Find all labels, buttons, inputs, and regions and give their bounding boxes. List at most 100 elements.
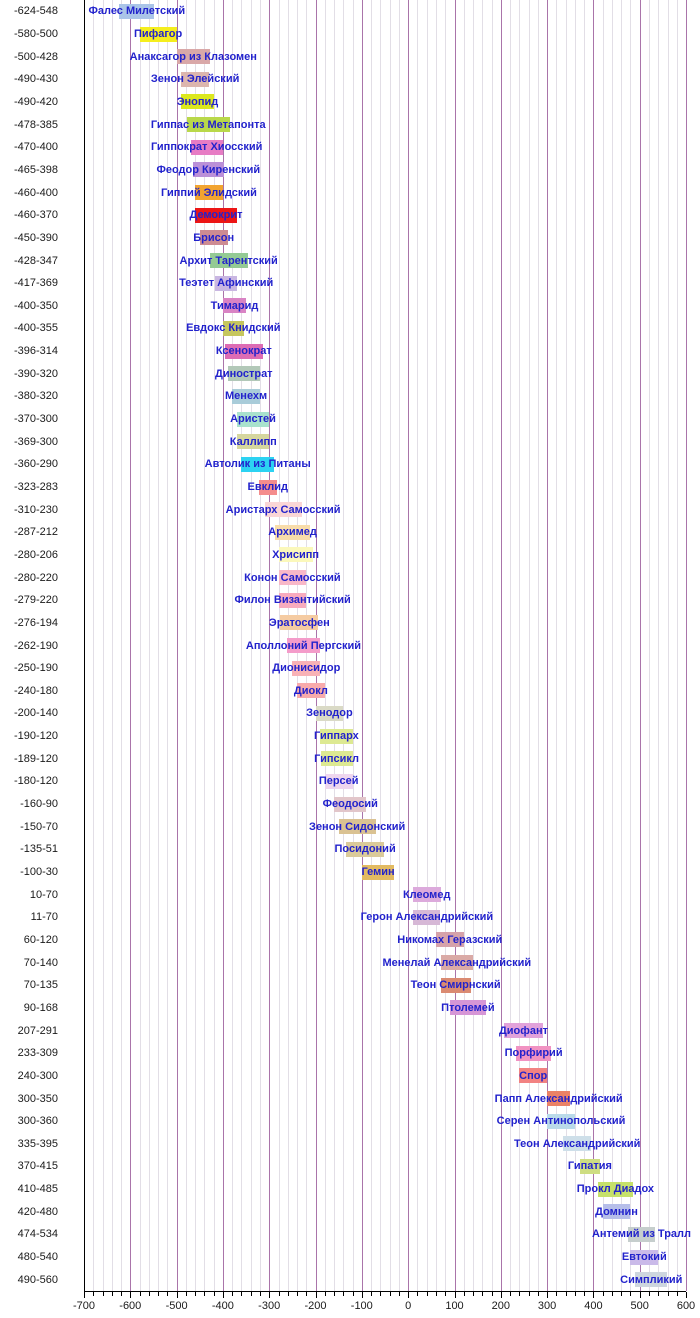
timeline-bar <box>186 117 230 133</box>
person-name-label: Зенон Сидонский <box>309 820 406 833</box>
year-range-label: -287-212 <box>13 526 58 539</box>
timeline-bar <box>361 864 395 880</box>
year-range-label: -390-320 <box>13 367 58 380</box>
x-major-tick <box>454 1292 456 1298</box>
year-range-label: -380-320 <box>13 390 58 403</box>
timeline-bar <box>275 524 310 540</box>
x-tick-label: 600 <box>676 1300 696 1312</box>
year-range-label: -262-190 <box>13 639 58 652</box>
minor-gridline <box>667 0 669 1291</box>
year-range-label: -360-290 <box>13 458 58 471</box>
major-gridline <box>361 0 363 1291</box>
person-name-label: Гиппократ Хиосский <box>150 141 263 154</box>
x-tick-label: -500 <box>165 1300 188 1312</box>
major-gridline <box>408 0 410 1291</box>
year-range-label: 420-480 <box>17 1205 58 1218</box>
timeline-bar <box>210 253 248 268</box>
x-minor-tick <box>510 1292 511 1296</box>
timeline-bar <box>440 977 471 993</box>
minor-gridline <box>204 0 206 1291</box>
timeline-bar <box>192 162 224 178</box>
year-range-label: -624-548 <box>13 5 58 18</box>
x-tick-label: 500 <box>630 1300 649 1312</box>
year-range-label: 90-168 <box>23 1001 58 1014</box>
minor-gridline <box>121 0 122 1291</box>
x-minor-tick <box>278 1292 280 1296</box>
year-range-label: 300-350 <box>17 1092 58 1105</box>
year-range-label: -276-194 <box>13 616 58 629</box>
x-minor-tick <box>482 1292 484 1296</box>
person-name-label: Филон Византийский <box>234 594 351 607</box>
major-gridline <box>176 0 178 1291</box>
x-major-tick <box>130 1292 132 1298</box>
year-range-label: 300-360 <box>17 1115 58 1128</box>
x-minor-tick <box>343 1292 345 1296</box>
minor-gridline <box>352 0 354 1291</box>
person-name-label: Гиппарх <box>313 730 359 743</box>
x-minor-tick <box>260 1292 261 1296</box>
person-name-label: Гиппий Элидский <box>161 186 257 199</box>
minor-gridline <box>574 0 576 1291</box>
person-name-label: Хрисипп <box>272 548 320 561</box>
person-name-label: Евтокий <box>621 1251 667 1263</box>
x-minor-tick <box>417 1292 419 1296</box>
person-name-label: Порфирий <box>504 1047 563 1060</box>
year-range-label: -500-428 <box>13 50 58 63</box>
person-name-label: Фалес Милетский <box>88 5 186 18</box>
year-range-label: 10-70 <box>29 888 58 901</box>
minor-gridline <box>519 0 521 1291</box>
year-range-label: 490-560 <box>17 1273 58 1286</box>
x-tick-label: 400 <box>584 1300 603 1312</box>
timeline-bar <box>504 1023 543 1038</box>
x-minor-tick <box>611 1292 613 1296</box>
timeline-bar <box>241 456 274 472</box>
person-name-label: Дионисидор <box>272 662 341 675</box>
person-name-label: Серен Антинопольский <box>496 1115 626 1128</box>
x-minor-tick <box>167 1292 169 1296</box>
year-range-label: -100-30 <box>20 866 58 878</box>
x-major-tick <box>361 1292 363 1298</box>
timeline-bar <box>579 1158 601 1174</box>
year-range-label: -279-220 <box>13 594 58 607</box>
x-minor-tick <box>426 1292 428 1296</box>
year-range-label: -150-70 <box>20 820 58 833</box>
person-name-label: Ксенократ <box>215 345 272 358</box>
timeline-bar <box>449 1000 486 1016</box>
timeline-bar <box>412 887 441 903</box>
major-gridline <box>639 0 641 1291</box>
x-major-tick <box>222 1292 224 1298</box>
y-axis-spine <box>84 0 85 1291</box>
person-name-label: Клеомед <box>402 888 451 901</box>
minor-gridline <box>630 0 632 1291</box>
person-name-label: Гиппас из Метапонта <box>150 118 266 131</box>
x-major-tick <box>639 1292 641 1298</box>
person-name-label: Каллипп <box>229 435 277 448</box>
minor-gridline <box>260 0 261 1291</box>
year-range-label: -323-283 <box>13 481 58 493</box>
timeline-bar <box>181 94 214 110</box>
timeline-bar <box>440 955 473 971</box>
minor-gridline <box>139 0 141 1291</box>
x-major-tick <box>315 1292 317 1298</box>
minor-gridline <box>324 0 326 1291</box>
x-tick-label: -600 <box>119 1300 142 1312</box>
x-minor-tick <box>565 1292 567 1296</box>
x-major-tick <box>593 1292 595 1298</box>
x-major-tick <box>176 1292 178 1298</box>
x-minor-tick <box>602 1292 604 1296</box>
timeline-bar <box>563 1136 592 1152</box>
year-range-label: -490-420 <box>13 95 58 108</box>
year-range-label: -450-390 <box>13 231 58 244</box>
x-minor-tick <box>473 1292 474 1296</box>
year-range-label: -250-190 <box>13 662 58 675</box>
person-name-label: Посидоний <box>334 843 396 856</box>
person-name-label: Автолик из Питаны <box>204 458 311 471</box>
timeline-bar <box>181 71 209 87</box>
x-minor-tick <box>148 1292 150 1296</box>
year-range-label: -189-120 <box>13 752 58 765</box>
x-minor-tick <box>528 1292 530 1296</box>
major-gridline <box>686 0 687 1291</box>
timeline-bar <box>222 298 247 314</box>
minor-gridline <box>232 0 234 1291</box>
minor-gridline <box>426 0 428 1291</box>
